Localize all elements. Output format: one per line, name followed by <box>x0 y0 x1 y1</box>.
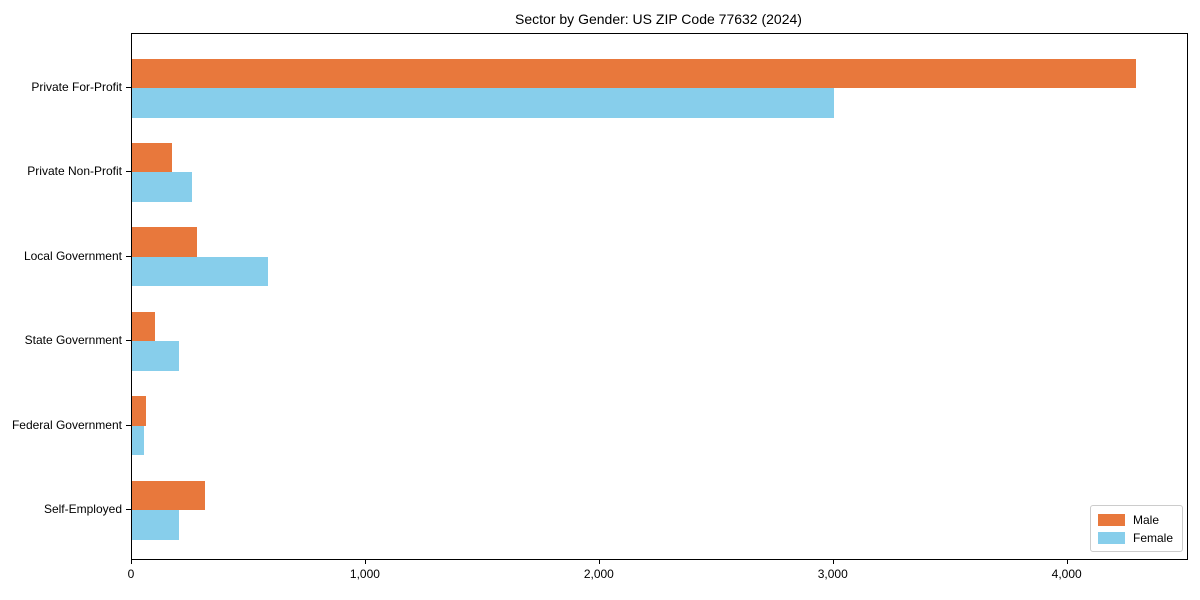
y-tick-label-federal-government: Federal Government <box>11 417 122 432</box>
bar-female-federal-government <box>132 425 145 456</box>
x-tick-label-2000: 2,000 <box>583 567 614 581</box>
x-tick <box>131 559 132 564</box>
bar-male-private-for-profit <box>132 58 1136 88</box>
bar-male-local-government <box>132 227 198 257</box>
y-tick-label-private-for-profit: Private For-Profit <box>31 80 122 94</box>
x-tick <box>832 559 834 564</box>
bar-female-self-employed <box>132 510 179 540</box>
x-tick <box>598 559 600 564</box>
x-tick <box>364 559 366 564</box>
y-tick <box>126 255 131 257</box>
bar-male-state-government <box>132 311 155 342</box>
x-tick-label-1000: 1,000 <box>349 567 380 581</box>
y-tick <box>126 171 131 173</box>
legend-entry-female: Female <box>1098 530 1175 545</box>
legend-entry-male: Male <box>1098 512 1175 527</box>
y-tick-label-local-government: Local Government <box>23 248 122 263</box>
bar-female-private-non-profit <box>132 172 192 202</box>
chart-title: Sector by Gender: US ZIP Code 77632 (202… <box>515 11 802 27</box>
legend: Male Female <box>1090 505 1183 552</box>
bar-female-private-for-profit <box>132 88 834 118</box>
y-tick <box>126 340 131 342</box>
x-tick-label-0: 0 <box>127 567 135 581</box>
bar-female-local-government <box>132 256 268 287</box>
x-tick <box>1066 559 1068 564</box>
y-tick <box>126 509 131 510</box>
legend-swatch-male <box>1098 513 1125 526</box>
y-tick-label-self-employed: Self-Employed <box>43 502 122 516</box>
legend-label-male: Male <box>1133 512 1160 527</box>
legend-label-female: Female <box>1133 530 1174 545</box>
bar-male-self-employed <box>132 480 205 510</box>
x-tick-label-4000: 4,000 <box>1051 567 1082 581</box>
x-tick-label-3000: 3,000 <box>817 567 848 581</box>
bar-male-private-non-profit <box>132 142 172 173</box>
legend-swatch-female <box>1098 531 1125 544</box>
plot-area <box>131 33 1188 560</box>
y-tick-label-state-government: State Government <box>24 333 122 348</box>
y-tick <box>126 424 131 426</box>
bar-female-state-government <box>132 341 179 371</box>
y-tick-label-private-non-profit: Private Non-Profit <box>27 164 122 179</box>
bar-male-federal-government <box>132 396 147 426</box>
y-tick <box>126 87 131 88</box>
